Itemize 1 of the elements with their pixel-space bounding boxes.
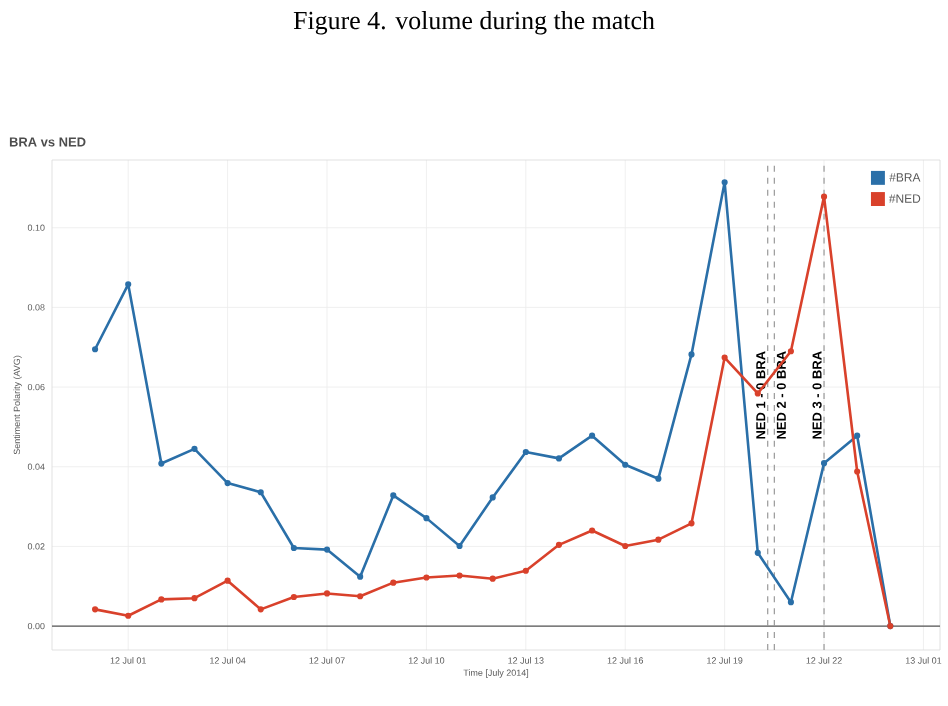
chart-title: Figure 4. volume during the match bbox=[293, 11, 655, 35]
